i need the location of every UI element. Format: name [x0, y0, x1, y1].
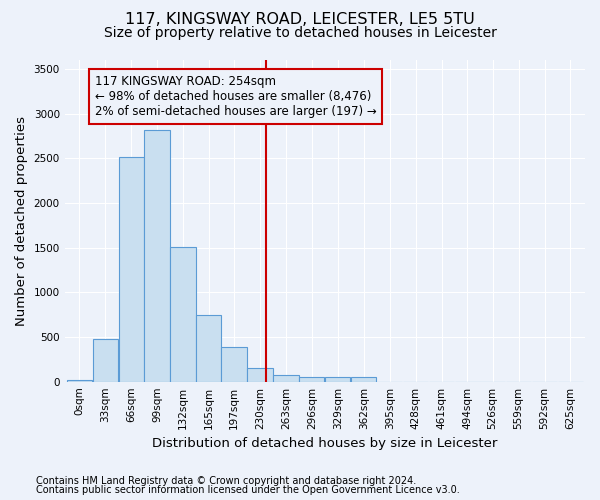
Bar [274, 375, 299, 382]
Bar [325, 377, 350, 382]
Bar [92, 339, 118, 382]
Bar [170, 247, 196, 382]
Bar [196, 314, 221, 382]
Bar [247, 368, 272, 382]
Text: 117 KINGSWAY ROAD: 254sqm
← 98% of detached houses are smaller (8,476)
2% of sem: 117 KINGSWAY ROAD: 254sqm ← 98% of detac… [95, 75, 376, 118]
Text: Size of property relative to detached houses in Leicester: Size of property relative to detached ho… [104, 26, 496, 40]
Y-axis label: Number of detached properties: Number of detached properties [15, 116, 28, 326]
X-axis label: Distribution of detached houses by size in Leicester: Distribution of detached houses by size … [152, 437, 497, 450]
Text: Contains public sector information licensed under the Open Government Licence v3: Contains public sector information licen… [36, 485, 460, 495]
Bar [67, 380, 92, 382]
Bar [221, 348, 247, 382]
Text: 117, KINGSWAY ROAD, LEICESTER, LE5 5TU: 117, KINGSWAY ROAD, LEICESTER, LE5 5TU [125, 12, 475, 28]
Bar [351, 377, 376, 382]
Bar [119, 158, 143, 382]
Text: Contains HM Land Registry data © Crown copyright and database right 2024.: Contains HM Land Registry data © Crown c… [36, 476, 416, 486]
Bar [299, 377, 325, 382]
Bar [145, 130, 170, 382]
